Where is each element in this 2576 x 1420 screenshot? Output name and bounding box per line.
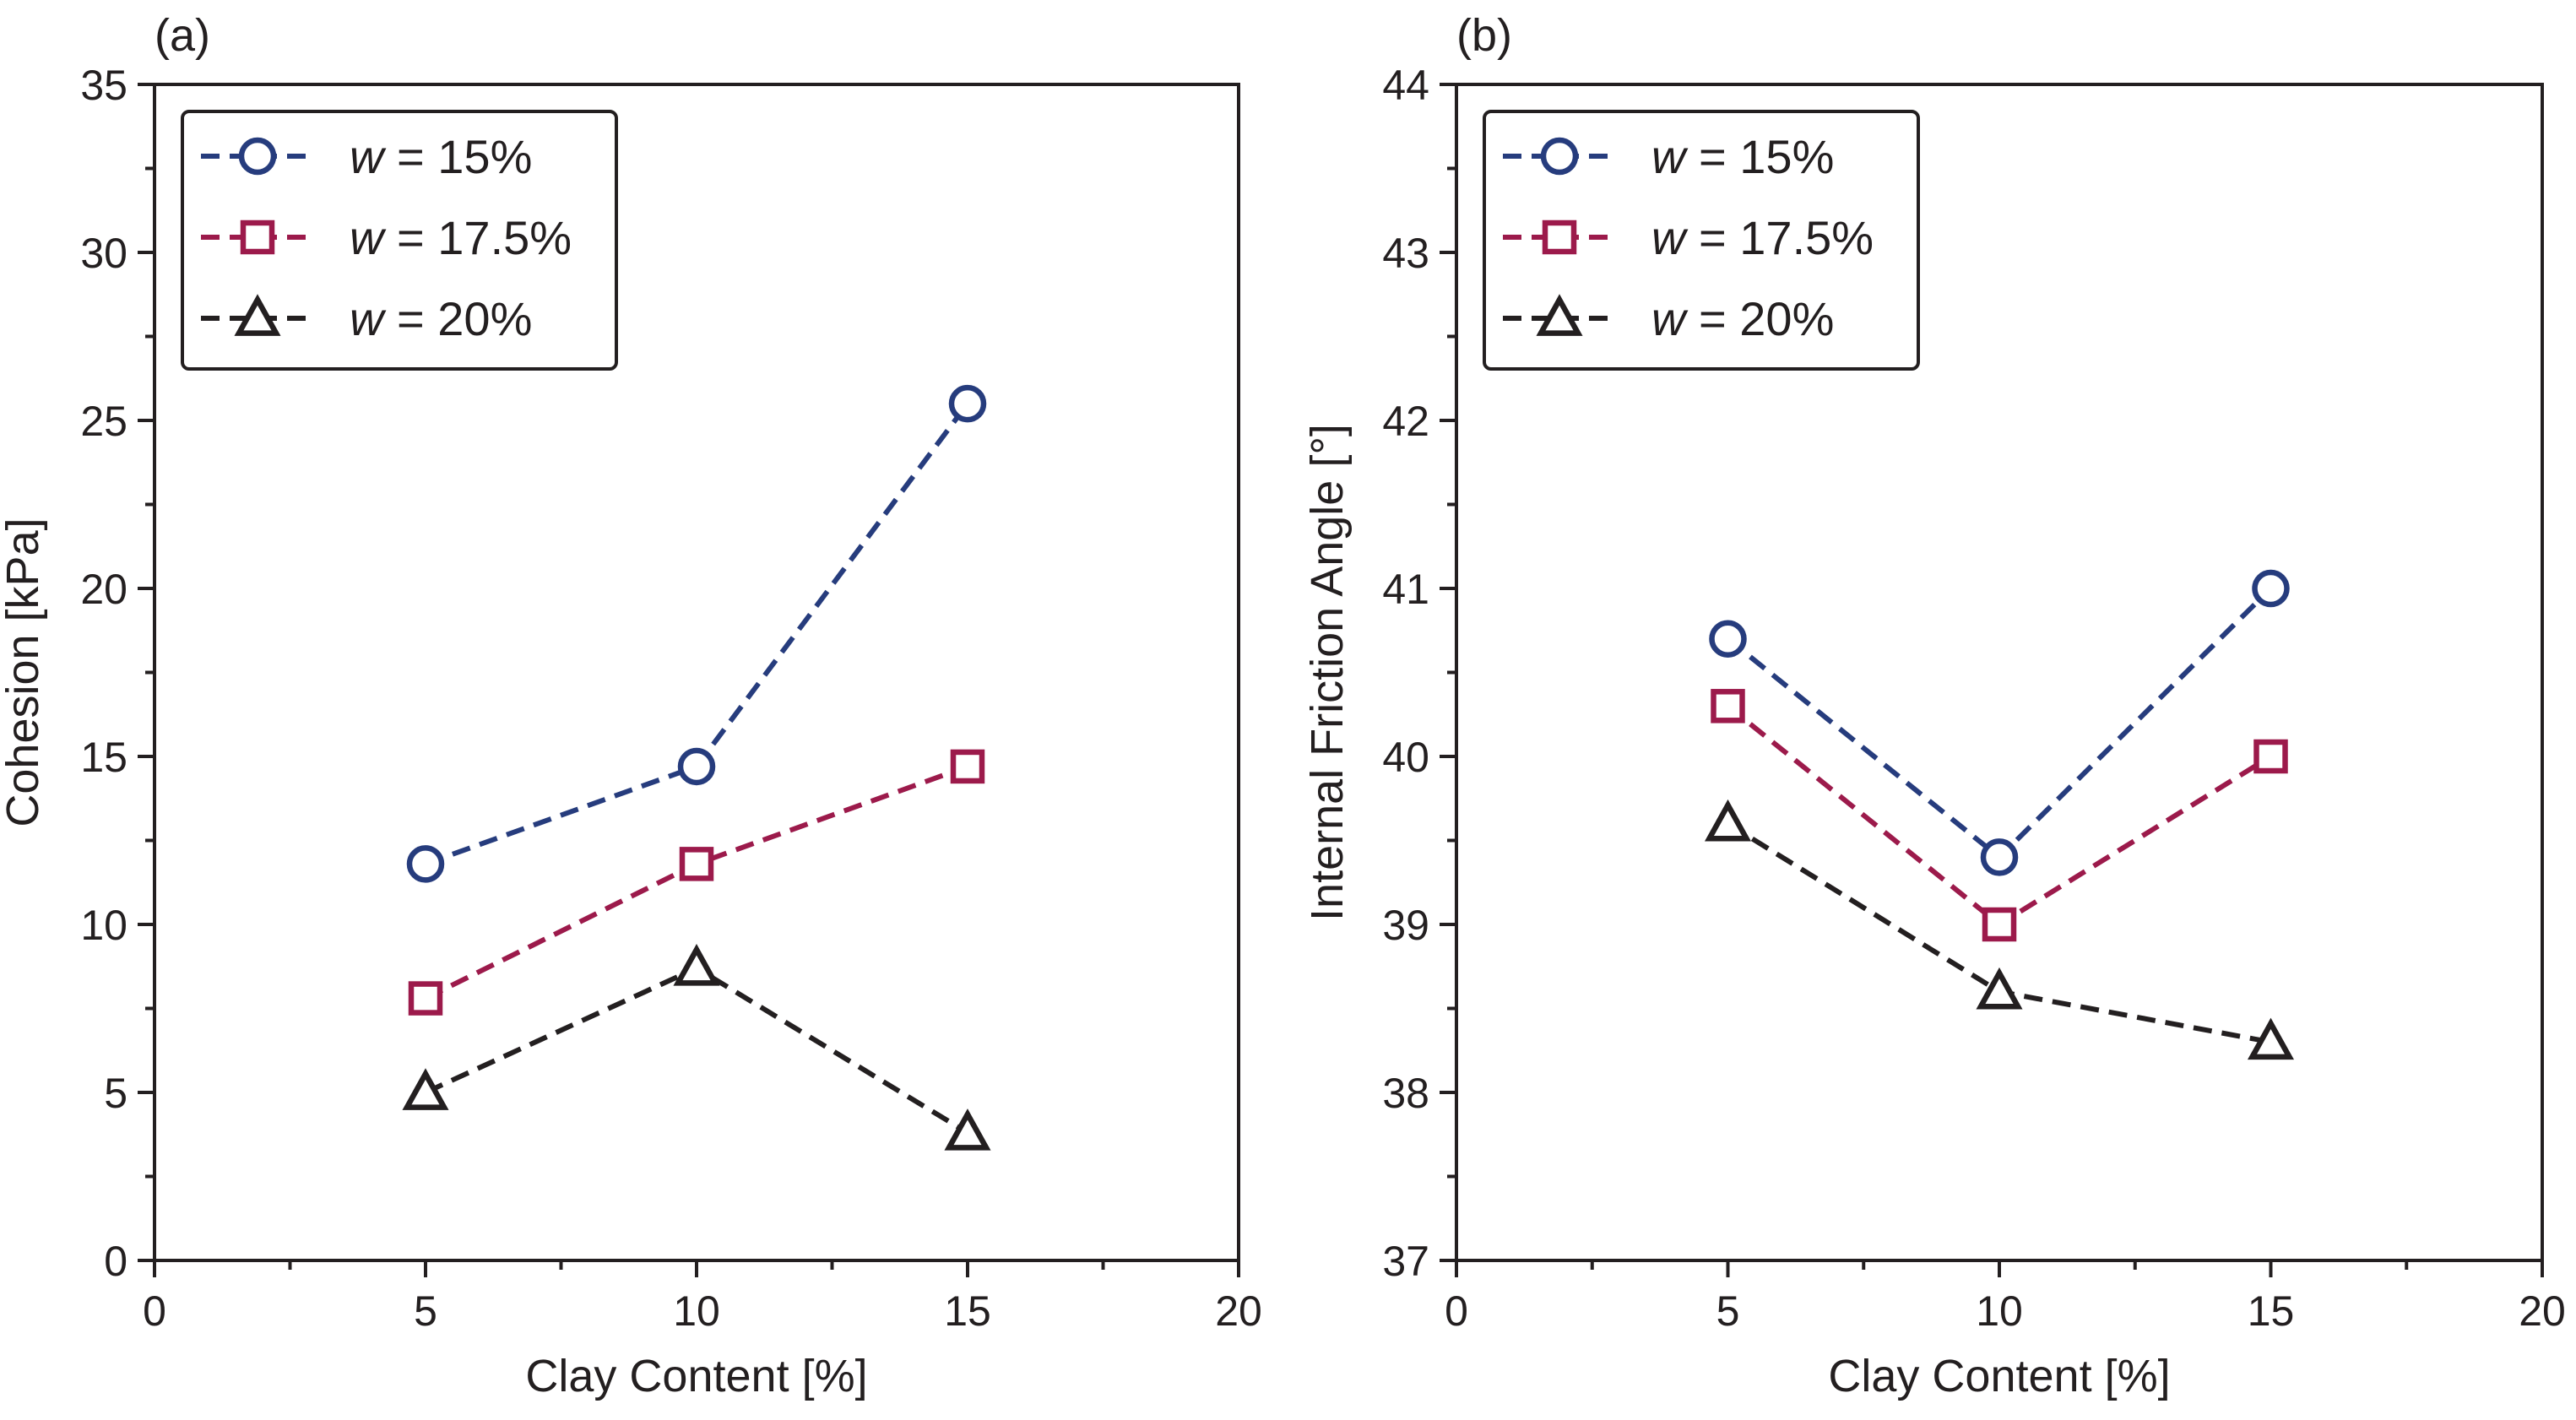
legend-value: = 20% (383, 292, 532, 345)
legend-value: = 17.5% (383, 211, 572, 264)
legend-label: w = 17.5% (350, 211, 572, 264)
data-point-triangle (2247, 1017, 2295, 1060)
y-tick-label: 37 (1382, 1238, 1429, 1285)
x-tick-label: 15 (2248, 1287, 2295, 1335)
y-tick-label: 39 (1382, 902, 1429, 949)
legend-value: = 15% (383, 130, 532, 183)
legend-label: w = 15% (1651, 130, 1834, 183)
x-tick-label: 5 (1716, 1287, 1740, 1335)
legend-box (181, 110, 618, 371)
data-point-triangle (944, 1108, 991, 1151)
legend-label: w = 17.5% (1651, 211, 1874, 264)
y-tick-label: 25 (80, 398, 127, 445)
legend-marker-triangle (1536, 294, 1583, 336)
y-tick-label: 0 (104, 1238, 127, 1285)
legend-marker-square (1542, 220, 1577, 255)
data-point-triangle (1704, 799, 1752, 842)
data-point-circle (948, 384, 987, 423)
legend-item: w = 17.5% (201, 211, 572, 264)
x-tick-label: 20 (1215, 1287, 1262, 1335)
y-tick-label: 5 (104, 1070, 127, 1117)
x-tick-label: 20 (2519, 1287, 2566, 1335)
data-point-square (1982, 907, 2017, 942)
y-axis-label: Cohesion [kPa] (0, 518, 48, 827)
legend-label: w = 20% (350, 292, 532, 345)
series-line-circle (1726, 586, 2273, 861)
y-tick-label: 35 (80, 62, 127, 109)
legend-item: w = 15% (201, 130, 532, 183)
data-point-square (679, 847, 714, 881)
x-tick-label: 10 (1976, 1287, 2023, 1335)
legend-value: = 15% (1685, 130, 1834, 183)
legend-item: w = 20% (1503, 292, 1834, 345)
legend-label: w = 20% (1651, 292, 1834, 345)
legend-item: w = 15% (1503, 130, 1834, 183)
data-point-square (408, 981, 443, 1016)
x-tick-label: 0 (143, 1287, 166, 1335)
y-tick-label: 40 (1382, 734, 1429, 781)
data-point-square (1711, 689, 1745, 724)
legend-variable: w (350, 130, 387, 183)
legend-variable: w (1651, 211, 1689, 264)
legend-label: w = 15% (350, 130, 532, 183)
legend-marker-square (240, 220, 275, 255)
x-tick-label: 0 (1445, 1287, 1468, 1335)
data-point-square (950, 749, 985, 784)
data-point-triangle (1976, 967, 2023, 1010)
data-point-circle (1980, 838, 2019, 876)
x-tick-label: 10 (673, 1287, 720, 1335)
panel-label: (b) (1456, 10, 1512, 61)
y-tick-label: 43 (1382, 230, 1429, 277)
legend-variable: w (1651, 130, 1689, 183)
panel-label: (a) (155, 10, 210, 61)
data-point-triangle (673, 944, 720, 986)
y-tick-label: 44 (1382, 62, 1429, 109)
x-axis-label: Clay Content [%] (525, 1351, 867, 1401)
data-point-circle (2252, 569, 2290, 608)
legend-box (1483, 110, 1920, 371)
chart-panel-b: 0 5 10 15 20 37 38 39 40 41 42 43 44 Clay Content [%]… (1302, 10, 2566, 1401)
legend-marker-triangle (234, 294, 281, 336)
y-axis-label: Internal Friction Angle [°] (1302, 424, 1353, 921)
legend: w = 15%w = 17.5%w = 20% (1483, 110, 1920, 371)
y-tick-label: 10 (80, 902, 127, 949)
legend-item: w = 20% (201, 292, 532, 345)
y-tick-label: 15 (80, 734, 127, 781)
y-tick-label: 42 (1382, 398, 1429, 445)
y-tick-label: 41 (1382, 566, 1429, 613)
data-point-circle (406, 845, 445, 883)
data-point-circle (1709, 620, 1747, 658)
data-point-square (2253, 739, 2288, 774)
y-tick-label: 30 (80, 230, 127, 277)
series-line-square (1726, 703, 2273, 928)
data-point-circle (677, 747, 716, 786)
legend-variable: w (350, 292, 387, 345)
legend-variable: w (350, 211, 387, 264)
x-tick-label: 5 (414, 1287, 437, 1335)
legend-value: = 20% (1685, 292, 1834, 345)
legend-marker-circle (238, 137, 277, 176)
legend-marker-circle (1540, 137, 1579, 176)
x-axis-label: Clay Content [%] (1828, 1351, 2170, 1401)
data-point-triangle (402, 1068, 449, 1110)
legend-variable: w (1651, 292, 1689, 345)
legend-item: w = 17.5% (1503, 211, 1874, 264)
series-line-triangle (424, 965, 969, 1135)
x-tick-label: 15 (944, 1287, 991, 1335)
legend-value: = 17.5% (1685, 211, 1874, 264)
legend: w = 15%w = 17.5%w = 20% (181, 110, 618, 371)
y-tick-label: 20 (80, 566, 127, 613)
chart-panel-a: 0 5 10 15 20 0 5 10 15 20 25 30 35 Clay Content [%] Co… (0, 10, 1262, 1401)
y-tick-label: 38 (1382, 1070, 1429, 1117)
